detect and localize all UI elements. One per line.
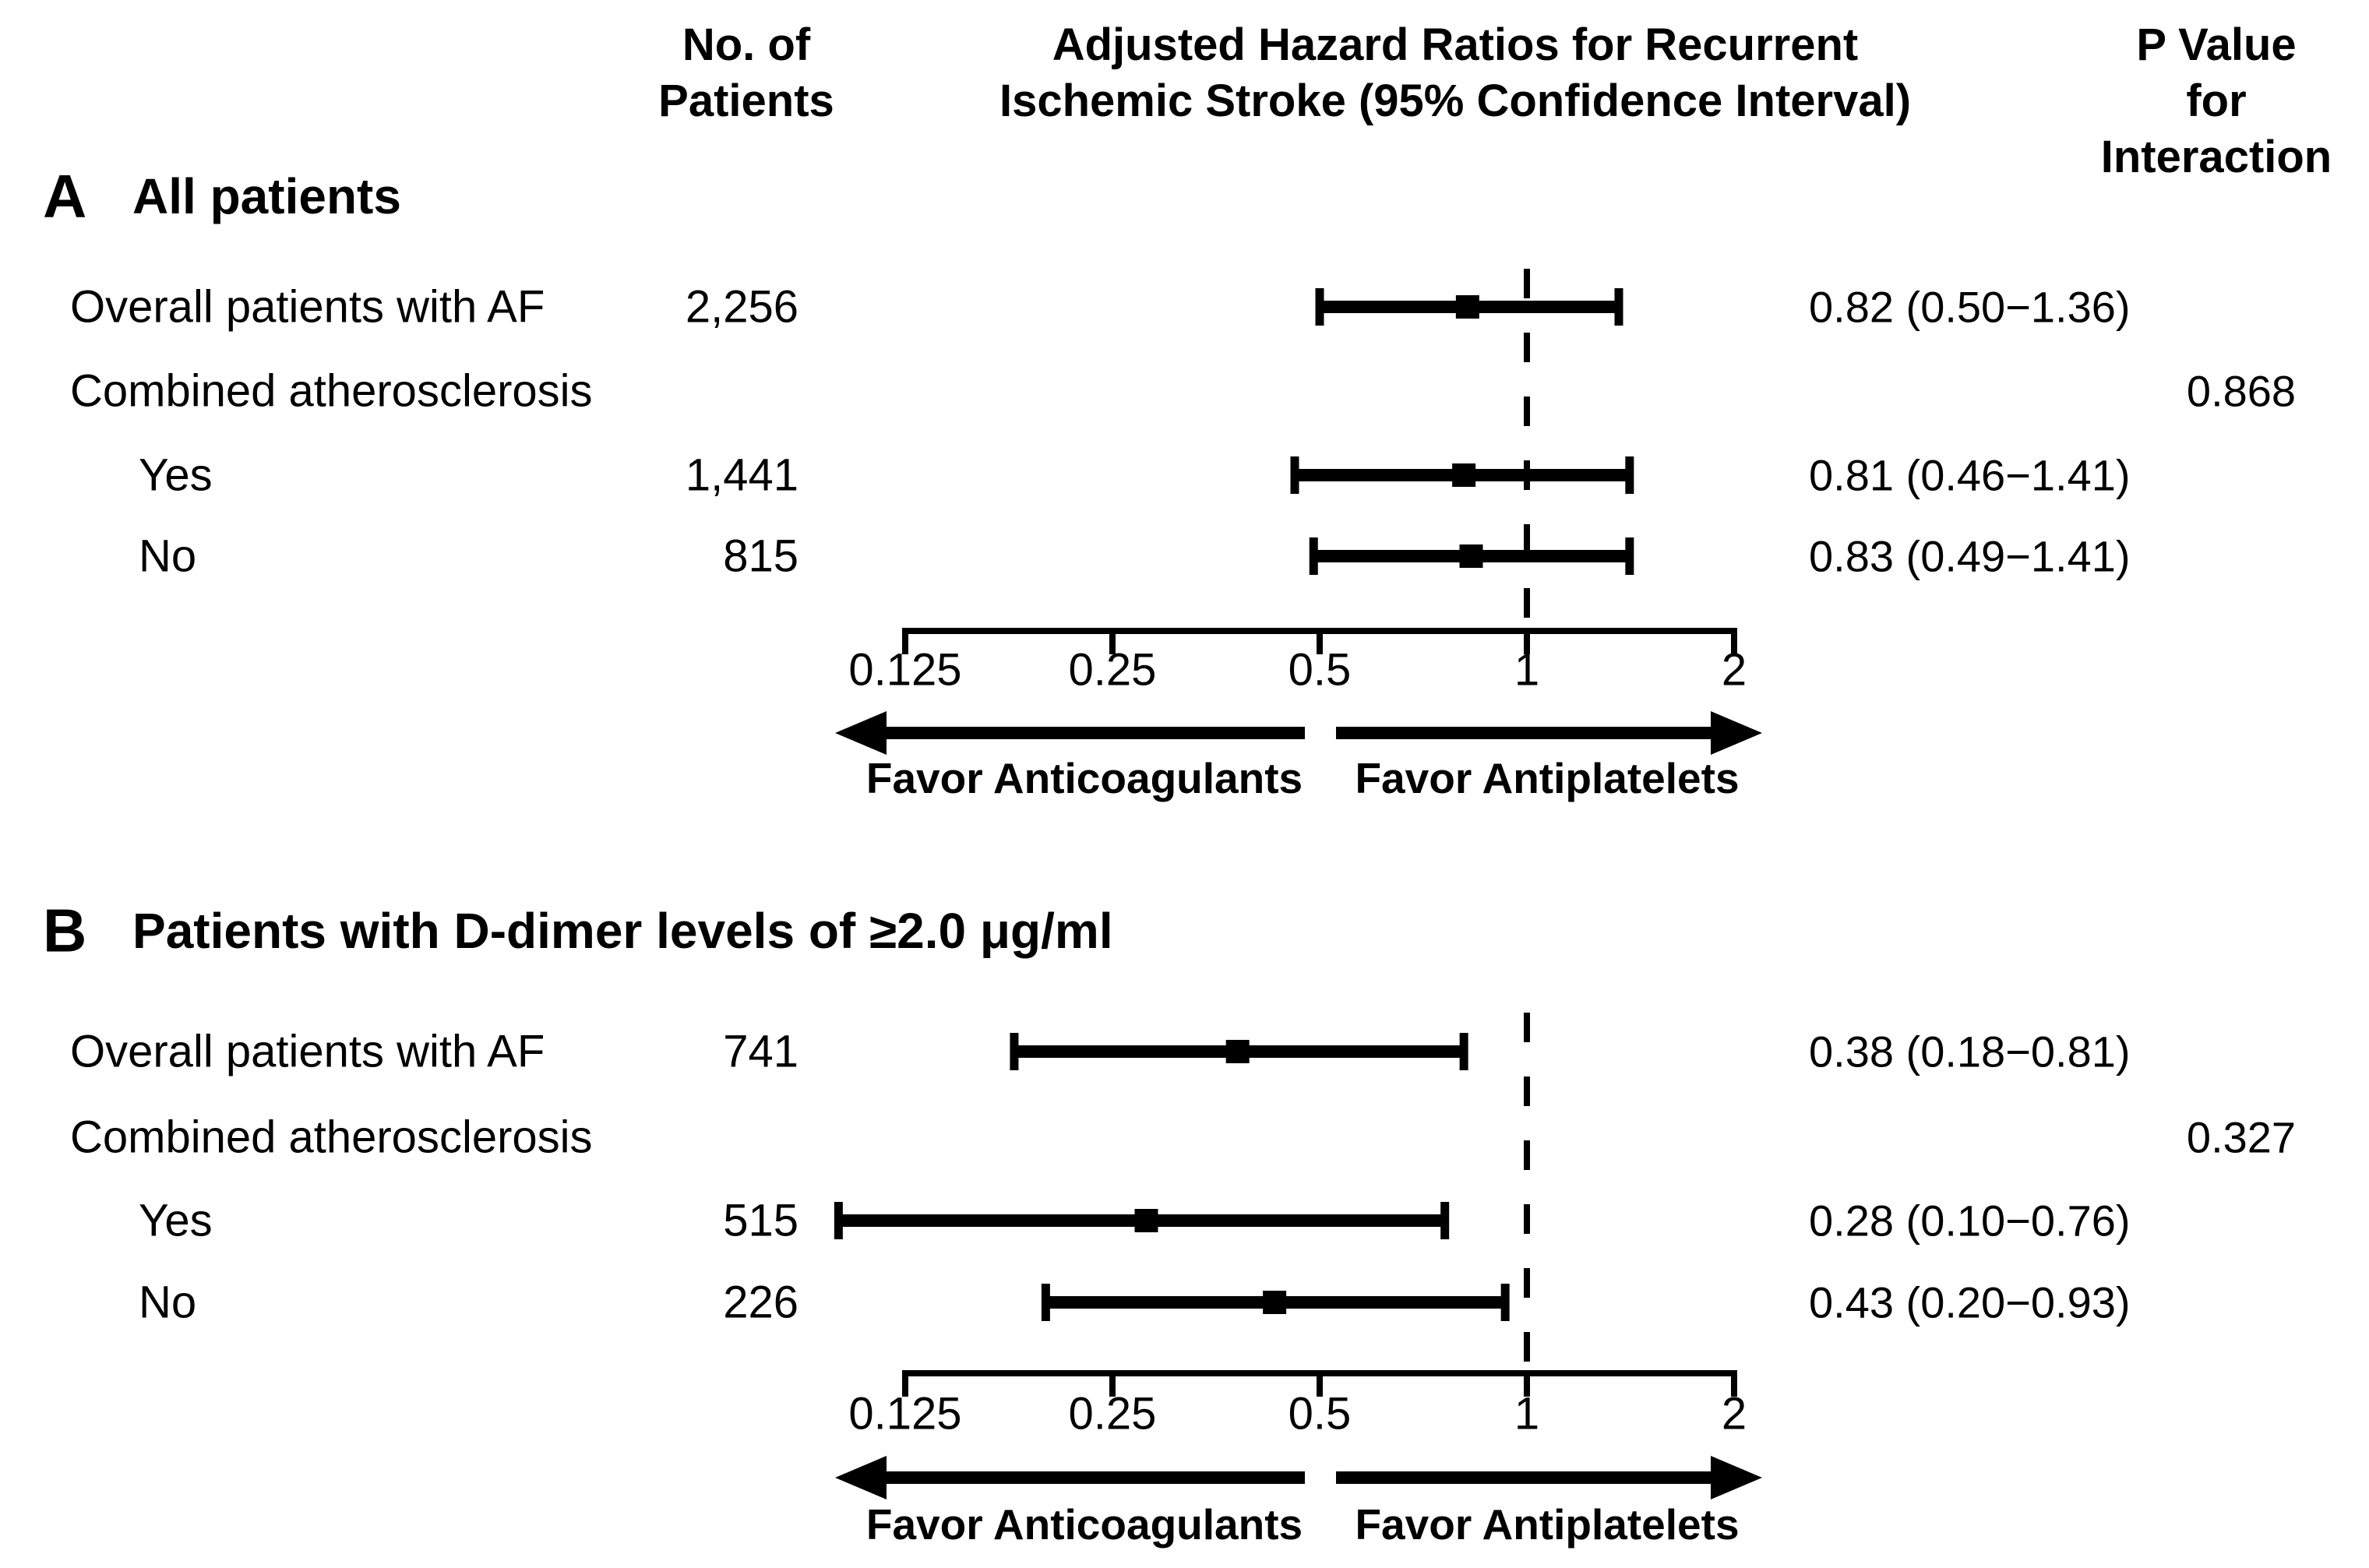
patient-count: 226 (723, 1277, 798, 1328)
favor-antiplatelets-label: Favor Antiplatelets (1355, 1500, 1740, 1549)
row-label: Combined atherosclerosis (70, 1112, 593, 1163)
point-estimate-marker (1134, 1209, 1158, 1232)
patient-count: 2,256 (685, 281, 798, 333)
column-header-p-value: P Value for Interaction (2101, 17, 2332, 185)
column-header-line: Ischemic Stroke (95% Confidence Interval… (999, 75, 1912, 126)
axis-tick-label: 0.125 (848, 1388, 962, 1439)
hr-ci-estimate-label: 0.28 (0.10−0.76) (1809, 1196, 2131, 1246)
column-header-line: No. of (682, 19, 811, 70)
point-estimate-marker (1452, 463, 1476, 487)
p-interaction-value: 0.327 (2186, 1112, 2297, 1162)
panel-a-letter: A (43, 161, 87, 231)
panel-b-title: Patients with D-dimer levels of ≥2.0 μg/… (132, 903, 1113, 959)
point-estimate-marker (1263, 1291, 1287, 1314)
row-label: Yes (139, 1195, 213, 1246)
axis-tick-label: 0.25 (1068, 1388, 1157, 1439)
favor-antiplatelets-arrowhead (1711, 1456, 1762, 1499)
panel-a-title: All patients (132, 168, 401, 224)
row-label: Overall patients with AF (70, 281, 545, 333)
hr-ci-estimate-label: 0.43 (0.20−0.93) (1809, 1277, 2131, 1327)
column-header-line: Interaction (2100, 131, 2332, 182)
hr-ci-estimate-label: 0.81 (0.46−1.41) (1809, 450, 2131, 500)
axis-tick-label: 1 (1514, 1388, 1540, 1439)
point-estimate-marker (1455, 295, 1479, 319)
axis-tick-label: 0.5 (1288, 644, 1352, 696)
row-label: No (139, 530, 197, 582)
hr-ci-estimate-label: 0.38 (0.18−0.81) (1809, 1027, 2131, 1076)
favor-anticoagulants-label: Favor Anticoagulants (865, 1500, 1303, 1549)
hr-ci-estimate-label: 0.82 (0.50−1.36) (1809, 282, 2131, 332)
column-header-line: P Value for (2136, 19, 2297, 126)
row-label: No (139, 1277, 197, 1328)
column-header-line: Adjusted Hazard Ratios for Recurrent (1052, 19, 1859, 70)
row-label: Yes (139, 449, 213, 501)
row-label: Combined atherosclerosis (70, 365, 593, 417)
favor-anticoagulants-arrowhead (835, 1456, 887, 1499)
panel-b-letter: B (43, 896, 87, 965)
favor-anticoagulants-label: Favor Anticoagulants (865, 754, 1303, 802)
column-header-hazard-ratios: Adjusted Hazard Ratios for Recurrent Isc… (999, 17, 1911, 129)
hr-ci-estimate-label: 0.83 (0.49−1.41) (1809, 531, 2131, 581)
axis-tick-label: 0.25 (1068, 644, 1157, 696)
point-estimate-marker (1225, 1040, 1250, 1063)
axis-tick-label: 0.125 (848, 644, 962, 696)
patient-count: 1,441 (685, 449, 798, 501)
favor-anticoagulants-arrowhead (835, 711, 887, 755)
favor-antiplatelets-arrowhead (1711, 711, 1762, 755)
patient-count: 515 (723, 1195, 798, 1246)
favor-antiplatelets-label: Favor Antiplatelets (1355, 754, 1740, 802)
patient-count: 815 (723, 530, 798, 582)
axis-tick-label: 2 (1721, 644, 1747, 696)
axis-tick-label: 2 (1721, 1388, 1747, 1439)
axis-tick-label: 1 (1514, 644, 1540, 696)
p-interaction-value: 0.868 (2186, 366, 2297, 416)
point-estimate-marker (1459, 544, 1483, 568)
column-header-no-of-patients: No. of Patients (658, 17, 834, 129)
column-header-line: Patients (658, 75, 834, 126)
axis-tick-label: 0.5 (1288, 1388, 1352, 1439)
row-label: Overall patients with AF (70, 1026, 545, 1077)
patient-count: 741 (723, 1026, 798, 1077)
